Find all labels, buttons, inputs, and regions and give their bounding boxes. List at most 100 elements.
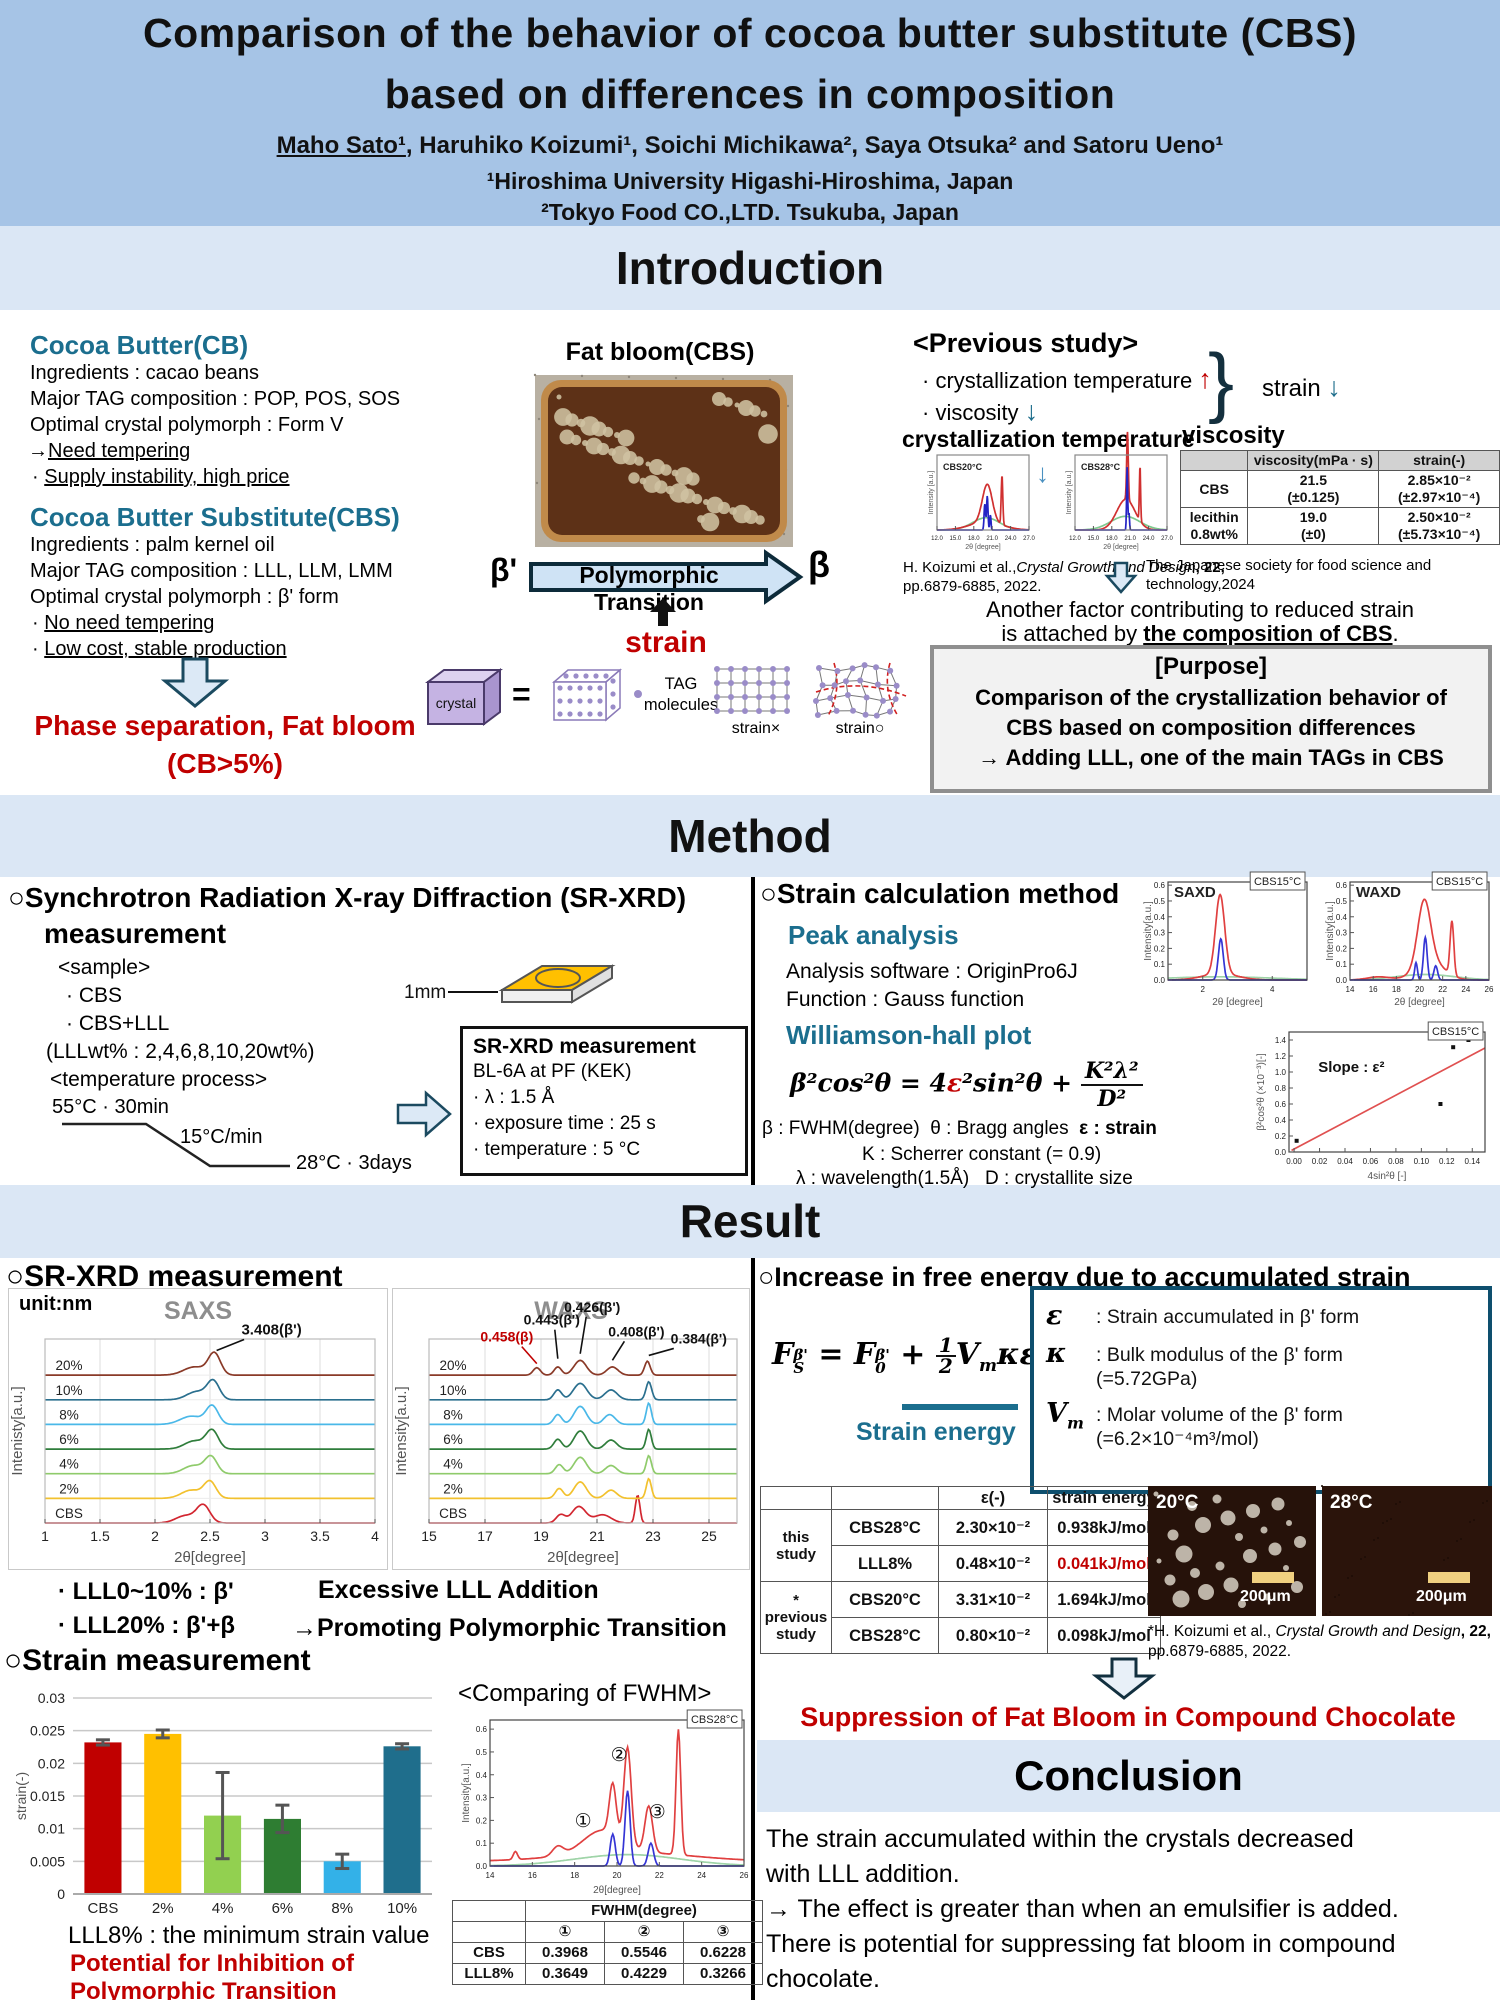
table-row: viscosity(mPa · s) strain(-) bbox=[1179, 450, 1500, 471]
lattice-strained-icon bbox=[813, 662, 907, 719]
svg-text:3.408(β'): 3.408(β') bbox=[241, 1322, 301, 1339]
brace-glyph: } bbox=[1208, 337, 1235, 425]
svg-text:0.04: 0.04 bbox=[1337, 1157, 1353, 1166]
table-row: ε(-) strain energy bbox=[760, 1486, 1161, 1510]
svg-text:4: 4 bbox=[371, 1528, 379, 1544]
wh-defs-line1: β : FWHM(degree) θ : Bragg angles ε : st… bbox=[762, 1118, 1157, 1139]
cb-line2: Major TAG composition : POP, POS, SOS bbox=[30, 388, 401, 410]
citation-1: H. Koizumi et al.,Crystal Growth and Des… bbox=[903, 559, 1225, 595]
table-row: CBS 21.5 (±0.125) 2.85×10⁻² (±2.97×10⁻⁴) bbox=[1179, 470, 1500, 508]
svg-text:2%: 2% bbox=[152, 1900, 174, 1917]
svg-text:0.1: 0.1 bbox=[1336, 960, 1348, 969]
svg-text:1.4: 1.4 bbox=[1275, 1036, 1287, 1045]
svg-text:20%: 20% bbox=[55, 1358, 82, 1373]
svg-text:12.0: 12.0 bbox=[931, 536, 943, 542]
svg-text:15.0: 15.0 bbox=[1088, 536, 1100, 542]
svg-text:0.015: 0.015 bbox=[30, 1788, 65, 1804]
svg-text:0: 0 bbox=[57, 1886, 65, 1902]
svg-text:0.3: 0.3 bbox=[476, 1794, 488, 1803]
another-factor-line2: is attached by the composition of CBS. bbox=[1001, 621, 1399, 646]
svg-text:0.3: 0.3 bbox=[1154, 929, 1166, 938]
polymorphic-transition-arrow-icon bbox=[529, 549, 804, 605]
svg-text:0.0: 0.0 bbox=[1154, 976, 1166, 985]
svg-text:0.14: 0.14 bbox=[1464, 1157, 1480, 1166]
svg-text:21.0: 21.0 bbox=[986, 536, 998, 542]
strain-calc-title: ○Strain calculation method bbox=[760, 878, 1120, 909]
svg-text:0.01: 0.01 bbox=[38, 1821, 65, 1837]
micrograph-28c bbox=[1321, 1485, 1492, 1616]
table-row: LLL8% 0.3649 0.4229 0.3266 bbox=[452, 1963, 763, 1985]
svg-text:0.8: 0.8 bbox=[1275, 1084, 1287, 1093]
table-row: CBS 0.3968 0.5546 0.6228 bbox=[452, 1942, 763, 1964]
svg-text:25: 25 bbox=[701, 1528, 717, 1544]
poster-title-line1: Comparison of the behavior of cocoa butt… bbox=[142, 10, 1357, 56]
inhibition-line2: Polymorphic Transition bbox=[70, 1978, 337, 2000]
svg-text:18.0: 18.0 bbox=[1106, 536, 1118, 542]
svg-text:CBS15°C: CBS15°C bbox=[1436, 876, 1483, 888]
ct-heading: crystallization temperature bbox=[902, 426, 1195, 452]
svg-text:0.12: 0.12 bbox=[1439, 1157, 1455, 1166]
temp-step-2: 15°C/min bbox=[180, 1126, 263, 1148]
svg-text:0.00: 0.00 bbox=[1286, 1157, 1302, 1166]
fwhm-chart: 14 16 18 20 22 24 26 0.0 0.1 0.2 0.3 0.4 0.5 0.6 2θ[de… bbox=[461, 1709, 749, 1896]
svg-text:0.5: 0.5 bbox=[1336, 897, 1348, 906]
svg-text:2%: 2% bbox=[443, 1481, 463, 1496]
prev-bullet-1: · crystallization temperature ↑ bbox=[922, 364, 1212, 394]
saxd-chart: 2 4 0.0 0.1 0.2 0.3 0.4 0.5 0.6 2θ [degree] Intens… bbox=[1143, 871, 1308, 1008]
conclusion-title: Conclusion bbox=[1014, 1752, 1243, 1799]
svg-text:Intensity [a.u.]: Intensity [a.u.] bbox=[928, 471, 935, 515]
purpose-line2: CBS based on composition differences bbox=[1006, 715, 1416, 740]
result-column-divider bbox=[751, 1258, 755, 2000]
waxs-chart-title: WAXS bbox=[534, 1297, 608, 1325]
result-title: Result bbox=[679, 1195, 821, 1247]
svg-text:0.6: 0.6 bbox=[1336, 881, 1348, 890]
svg-text:CBS28°C: CBS28°C bbox=[691, 1714, 738, 1726]
svg-text:0.6: 0.6 bbox=[1154, 881, 1166, 890]
srxrd-section-title-line1: ○Synchrotron Radiation X-ray Diffraction… bbox=[8, 882, 687, 913]
purpose-title: [Purpose] bbox=[1154, 653, 1267, 680]
strain-down-note: strain ↓ bbox=[1262, 372, 1341, 402]
equals-sign: = bbox=[512, 676, 531, 712]
table-row: this study CBS28°C 2.30×10⁻² 0.938kJ/mol bbox=[760, 1509, 1161, 1582]
svg-text:0.5: 0.5 bbox=[1154, 897, 1166, 906]
cbs-line3: Optimal crystal polymorph : β' form bbox=[30, 586, 339, 608]
bullet-glyph: · bbox=[32, 612, 39, 634]
prev-bullet-2: · viscosity ↓ bbox=[922, 396, 1039, 426]
cbs-line5: · Low cost, stable production bbox=[32, 638, 287, 660]
svg-text:15: 15 bbox=[421, 1528, 437, 1544]
svg-text:Intenisty[a.u.]: Intenisty[a.u.] bbox=[9, 1386, 26, 1475]
svg-text:2θ [degree]: 2θ [degree] bbox=[1394, 997, 1445, 1008]
srxrd-box-line3: · exposure time : 25 s bbox=[473, 1113, 656, 1134]
def-kappa: κ : Bulk modulus of the β' form (=5.72GPa… bbox=[1046, 1338, 1343, 1390]
svg-text:CBS20°C: CBS20°C bbox=[943, 462, 983, 472]
wh-defs-line3: λ : wavelength(1.5Å) D : crystallite siz… bbox=[796, 1168, 1133, 1189]
cbs-line1: Ingredients : palm kernel oil bbox=[30, 534, 275, 556]
svg-text:27.0: 27.0 bbox=[1161, 536, 1173, 542]
table-row: lecithin 0.8wt% 19.0 (±0) 2.50×10⁻² (±5.73×… bbox=[1179, 507, 1500, 545]
cbs-heading: Cocoa Butter Substitute(CBS) bbox=[30, 502, 400, 532]
table-row: LLL8% 0.48×10⁻² 0.041kJ/mol bbox=[761, 1545, 1161, 1582]
bullet-glyph: · bbox=[32, 466, 39, 488]
svg-text:0.4: 0.4 bbox=[1336, 913, 1348, 922]
waxs-panel: WAXS 15 17 19 21 23 25 CBS 2% 4% 6% 8% 10% 20% 2θ[deg… bbox=[392, 1288, 750, 1570]
svg-text:2θ[degree]: 2θ[degree] bbox=[593, 1885, 641, 1896]
svg-text:②: ② bbox=[611, 1745, 628, 1766]
svg-text:①: ① bbox=[575, 1811, 592, 1832]
svg-text:0.2: 0.2 bbox=[1275, 1132, 1287, 1141]
cb-line5: · Supply instability, high price bbox=[32, 466, 290, 488]
result-bar: Result bbox=[0, 1185, 1500, 1258]
tag-molecule-dot-icon bbox=[634, 690, 642, 698]
svg-text:18: 18 bbox=[1392, 985, 1401, 994]
svg-text:Intensity [a.u.]: Intensity [a.u.] bbox=[1066, 471, 1073, 515]
beta-prime-label: β' bbox=[490, 552, 518, 588]
temp-process-heading: <temperature process> bbox=[50, 1068, 268, 1091]
micro2-temp-label: 28°C bbox=[1330, 1492, 1373, 1513]
svg-text:0.03: 0.03 bbox=[38, 1690, 65, 1706]
purpose-line1: Comparison of the crystallization behavi… bbox=[975, 685, 1447, 710]
srxrd-box-line2: · λ : 1.5 Å bbox=[473, 1087, 555, 1108]
sample-plate-icon: 1mm bbox=[404, 964, 616, 1004]
svg-text:27.0: 27.0 bbox=[1023, 536, 1035, 542]
svg-text:4sin²θ [-]: 4sin²θ [-] bbox=[1368, 1171, 1407, 1182]
